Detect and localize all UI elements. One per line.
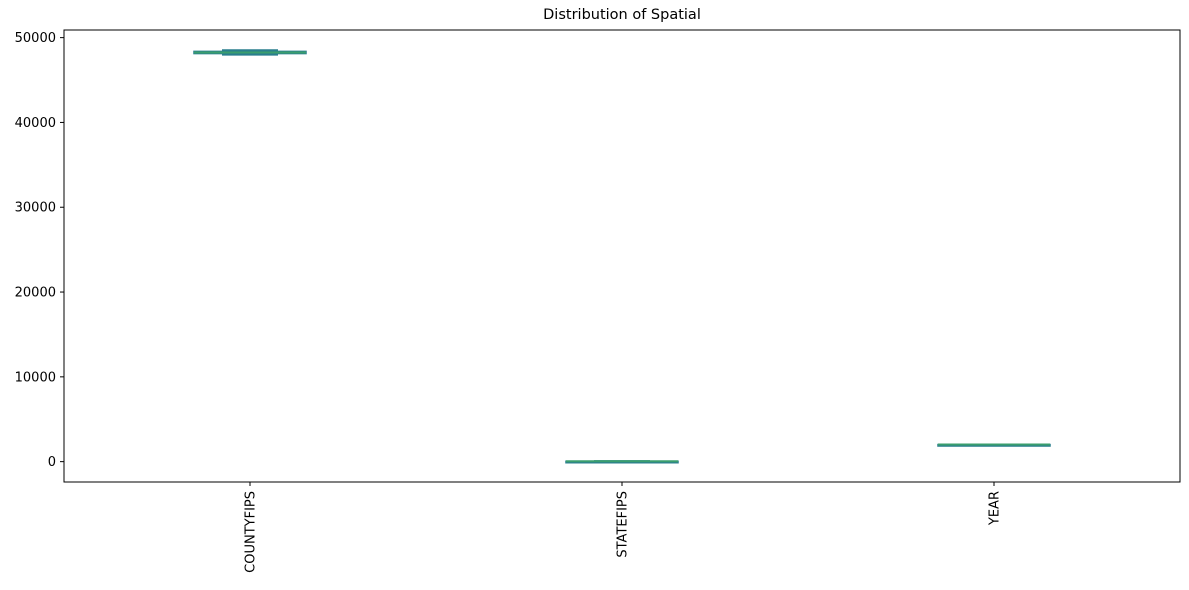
y-tick-label-50000: 50000: [15, 31, 56, 46]
y-tick-label-10000: 10000: [15, 370, 56, 385]
box-countyfips: [193, 49, 307, 56]
y-tick-label-20000: 20000: [15, 286, 56, 301]
plot-frame: [63, 29, 1181, 483]
plot-area: 0 10000 20000 30000 40000 50000: [15, 31, 1051, 486]
x-tick-label-countyfips: COUNTYFIPS: [244, 491, 259, 573]
y-tick-label-0: 0: [48, 455, 56, 470]
y-tick-label-40000: 40000: [15, 116, 56, 131]
box-statefips: [565, 460, 679, 464]
y-tick-label-30000: 30000: [15, 201, 56, 216]
box-year: [937, 443, 1051, 447]
chart-title: Distribution of Spatial: [543, 7, 701, 23]
x-tick-label-statefips: STATEFIPS: [616, 491, 631, 558]
x-tick-label-year: YEAR: [988, 491, 1003, 526]
